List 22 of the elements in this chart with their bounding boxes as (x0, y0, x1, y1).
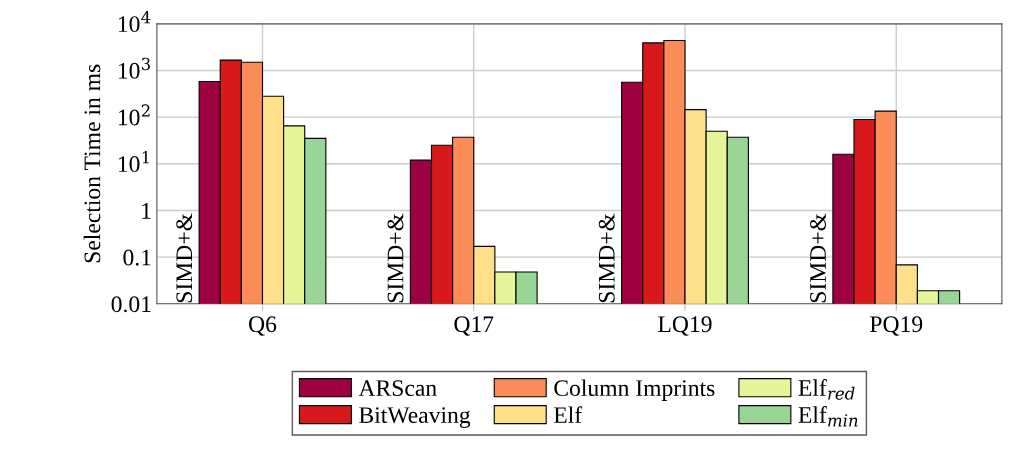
y-tick-label: 10$^{1}$ (118, 150, 149, 173)
legend-label: Elf$_{min}$ (798, 406, 858, 427)
y-tick-label: 1 (142, 203, 151, 219)
annotation: SIMD+& (598, 213, 615, 303)
annotation: SIMD+& (176, 213, 193, 303)
legend-label: Elf (553, 406, 583, 423)
legend-label: BitWeaving (359, 407, 471, 428)
annotation: SIMD+& (810, 213, 826, 303)
legend-label: ARScan (358, 380, 437, 397)
x-tick-label: Q17 (454, 316, 494, 336)
legend-label: Column Imprints (554, 379, 715, 401)
y-tick-label: 0.1 (123, 249, 151, 266)
x-tick-label: PQ19 (870, 316, 923, 336)
y-tick-label: 0.01 (111, 296, 151, 313)
y-tick-label: 10$^{2}$ (118, 104, 150, 126)
y-axis-title: Selection Time in ms (83, 64, 101, 263)
x-tick-label: LQ19 (658, 316, 712, 336)
annotation: SIMD+& (387, 213, 404, 303)
legend-label: Elf$_{red}$ (798, 379, 855, 400)
y-tick-label: 10$^{4}$ (118, 11, 151, 33)
y-tick-label: 10$^{3}$ (118, 57, 150, 79)
x-tick-label: Q6 (249, 316, 277, 336)
